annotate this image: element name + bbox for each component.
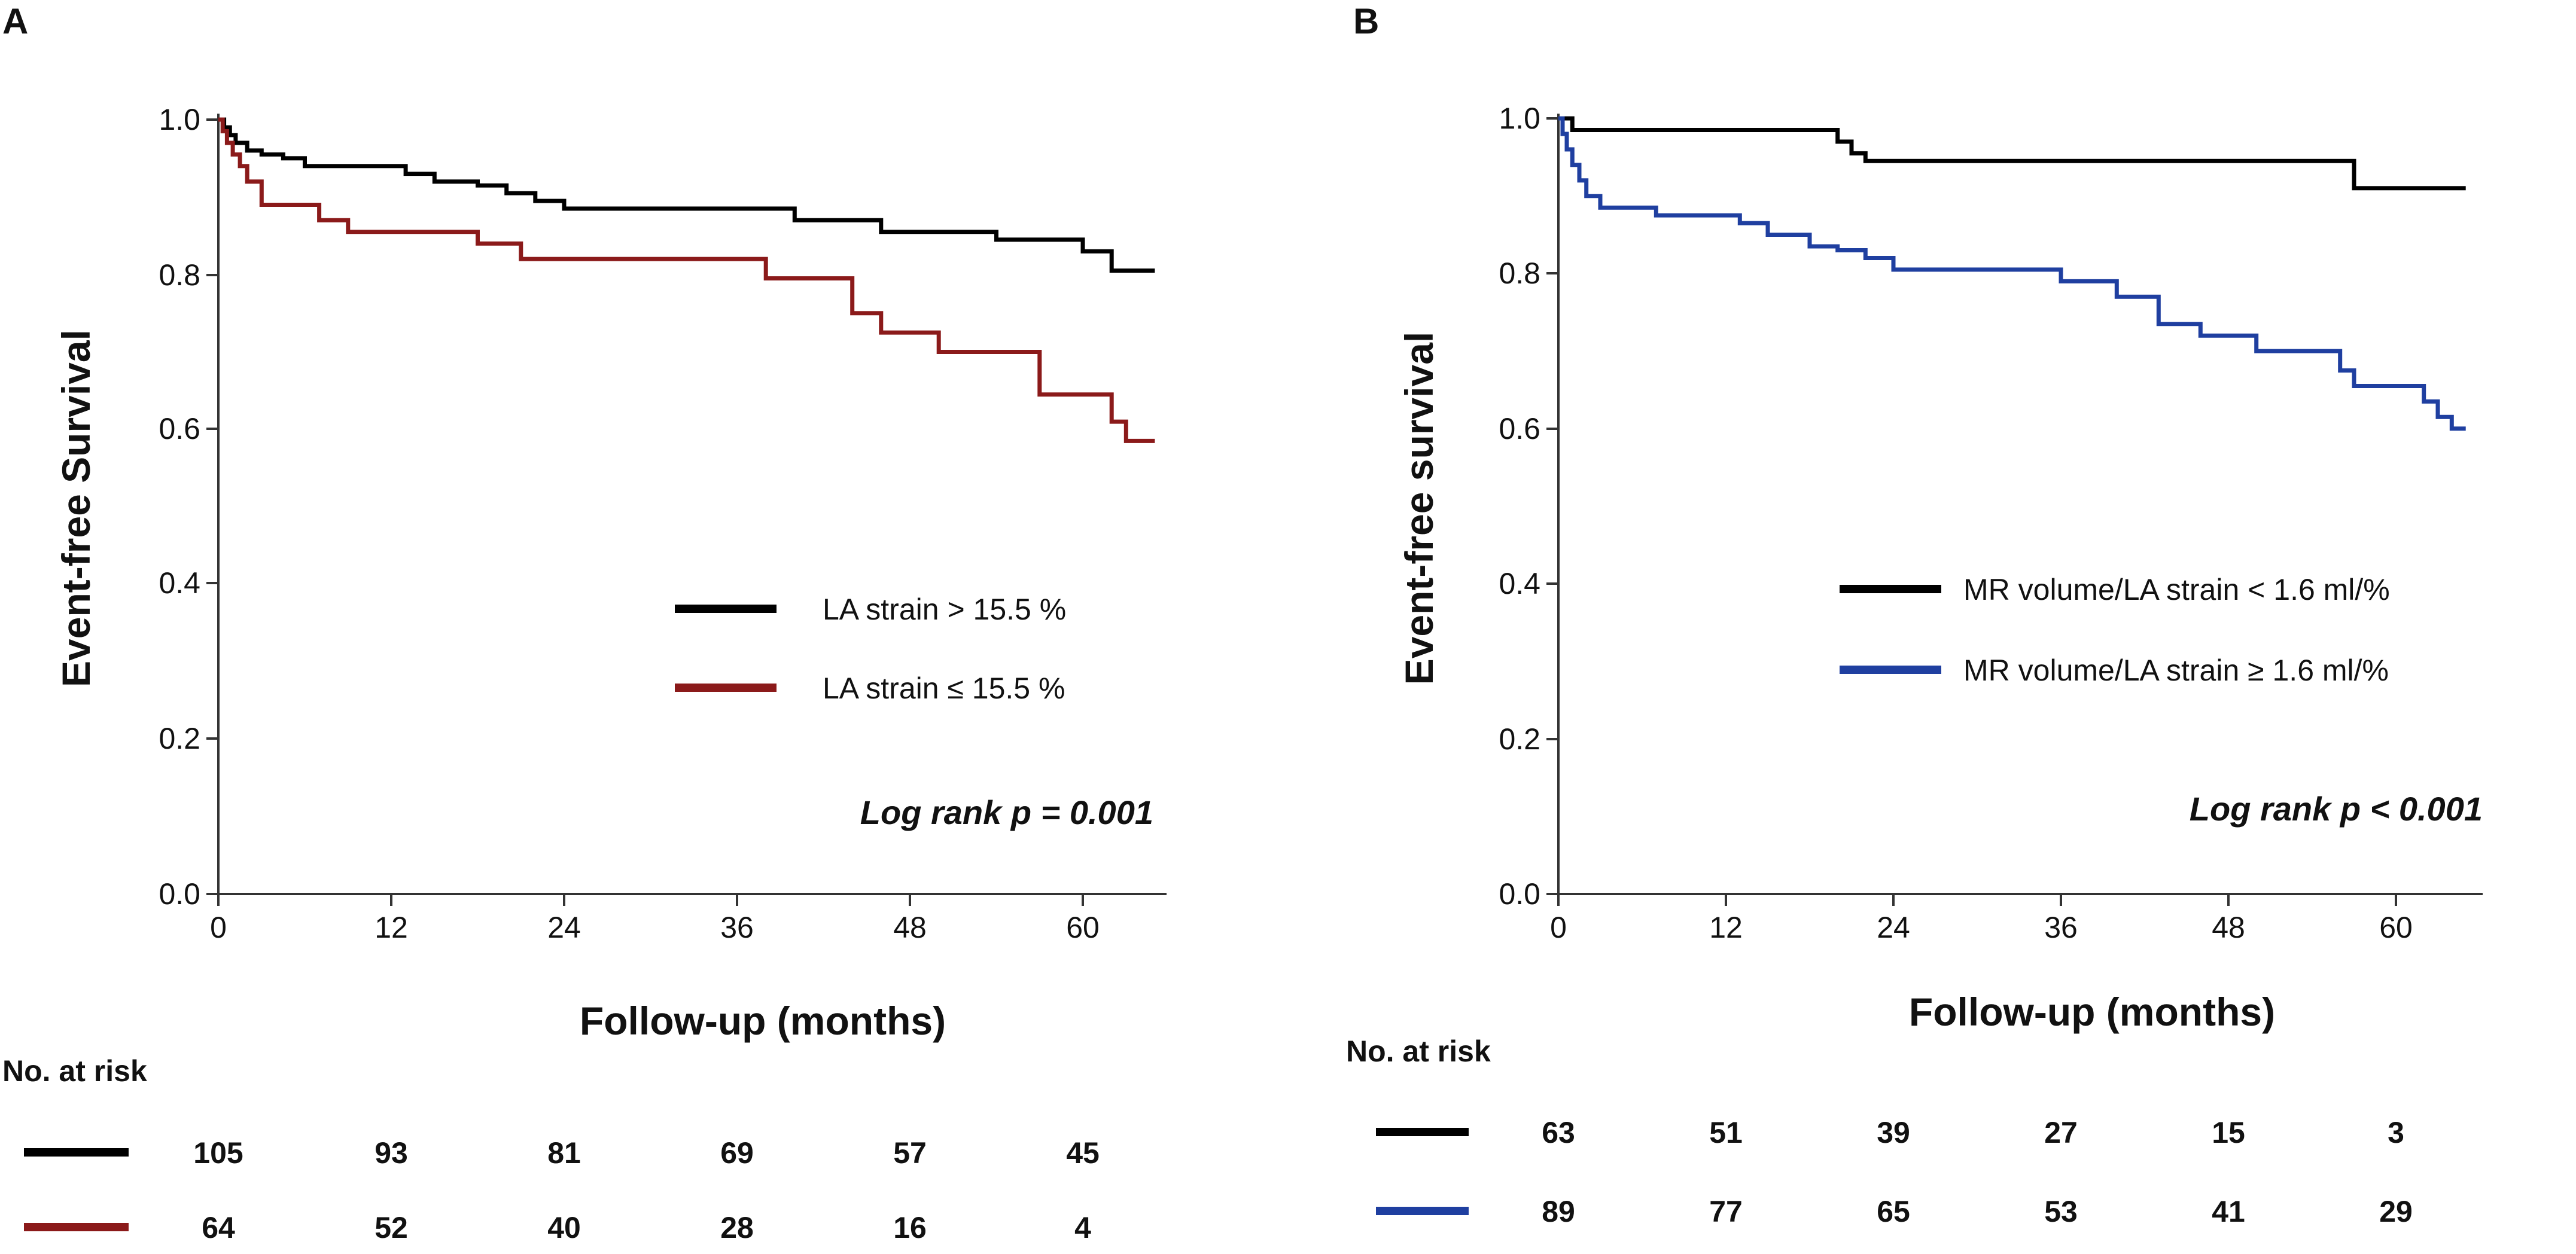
panel-a-x-tick-label: 60 [1066,911,1100,944]
risk-count: 53 [2044,1195,2078,1228]
panel-b-x-axis-title: Follow-up (months) [1909,990,2275,1034]
panel-b-y-tick-label: 0.0 [1499,877,1540,911]
panel-a-y-tick-label: 0.8 [159,258,200,292]
risk-count: 89 [1542,1195,1575,1228]
panel-a-x-tick-label: 24 [547,911,581,944]
panel-b-x-tick-label: 0 [1550,911,1567,944]
panel-a-y-tick-label: 0.0 [159,877,200,911]
panel-a-x-tick-label: 12 [374,911,408,944]
panel-a-x-tick-label: 0 [210,911,227,944]
panel-a-letter: A [2,1,28,41]
risk-count: 45 [1066,1136,1100,1170]
panel-a-y-tick-label: 0.2 [159,722,200,755]
risk-count: 57 [893,1136,927,1170]
panel-a-y-axis-title: Event-free Survival [54,329,98,687]
panel-b-x-tick-label: 48 [2212,911,2245,944]
risk-count: 77 [1709,1195,1743,1228]
risk-count: 93 [374,1136,408,1170]
risk-count: 64 [202,1211,235,1244]
panel-b-legend-label: MR volume/LA strain ≥ 1.6 ml/% [1963,654,2389,687]
panel-b-risk-row-1: 63 51 39 27 15 3 [1542,1116,2404,1149]
panel-b-curve-ratio-low [1558,116,2466,191]
panel-a-legend-label: LA strain ≤ 15.5 % [823,672,1065,705]
panel-b-x-tick-label: 24 [1877,911,1910,944]
panel-b-x-tick-label: 60 [2379,911,2413,944]
risk-count: 65 [1877,1195,1910,1228]
panel-b-y-tick-label: 0.8 [1499,257,1540,290]
panel-b-risk-row-2: 89 77 65 53 41 29 [1542,1195,2413,1228]
risk-count: 41 [2212,1195,2245,1228]
panel-b-letter: B [1353,1,1379,41]
panel-b-y-tick-label: 1.0 [1499,102,1540,135]
panel-a-x-axis-title: Follow-up (months) [580,999,946,1043]
panel-a-x-tick-label: 36 [720,911,754,944]
risk-count: 69 [720,1136,754,1170]
risk-count: 29 [2379,1195,2413,1228]
risk-count: 16 [893,1211,927,1244]
panel-b: B 0.0 0.2 0.4 0.6 0.8 1.0 0 [1346,1,2483,1228]
panel-b-y-tick-label: 0.6 [1499,412,1540,446]
panel-a-risk-row-1: 105 93 81 69 57 45 [193,1136,1100,1170]
panel-a-legend-label: LA strain > 15.5 % [823,593,1066,626]
panel-b-risk-header: No. at risk [1346,1035,1491,1068]
risk-count: 52 [374,1211,408,1244]
panel-b-y-ticks: 0.0 0.2 0.4 0.6 0.8 1.0 [1499,102,1558,911]
panel-a-x-ticks: 0 12 24 36 48 60 [210,894,1100,944]
panel-b-legend-label: MR volume/LA strain < 1.6 ml/% [1963,573,2390,606]
panel-b-x-tick-label: 36 [2044,911,2078,944]
panel-b-x-tick-label: 12 [1709,911,1743,944]
risk-count: 27 [2044,1116,2078,1149]
panel-a-curve-la-strain-low [218,117,1155,443]
panel-a-x-tick-label: 48 [893,911,927,944]
risk-count: 105 [193,1136,243,1170]
panel-b-x-ticks: 0 12 24 36 48 60 [1550,894,2413,944]
panel-a: A 0.0 0.2 0.4 0.6 0.8 1.0 0 [2,1,1167,1244]
risk-count: 15 [2212,1116,2245,1149]
panel-a-y-tick-label: 0.6 [159,412,200,446]
panel-b-y-tick-label: 0.4 [1499,567,1540,600]
panel-a-risk-header: No. at risk [2,1054,147,1088]
panel-b-log-rank: Log rank p < 0.001 [2190,790,2483,828]
panel-a-y-tick-label: 1.0 [159,103,200,136]
risk-count: 4 [1074,1211,1091,1244]
panel-a-risk-row-2: 64 52 40 28 16 4 [202,1211,1091,1244]
panel-a-y-tick-label: 0.4 [159,566,200,600]
panel-b-y-tick-label: 0.2 [1499,722,1540,756]
risk-count: 3 [2388,1116,2404,1149]
risk-count: 40 [547,1211,581,1244]
risk-count: 39 [1877,1116,1910,1149]
risk-count: 28 [720,1211,754,1244]
panel-b-y-axis-title: Event-free survival [1397,332,1441,685]
panel-a-y-ticks: 0.0 0.2 0.4 0.6 0.8 1.0 [159,103,218,911]
risk-count: 63 [1542,1116,1575,1149]
risk-count: 81 [547,1136,581,1170]
panel-b-curve-ratio-high [1558,116,2466,431]
risk-count: 51 [1709,1116,1743,1149]
panel-a-log-rank: Log rank p = 0.001 [860,794,1153,831]
panel-a-curve-la-strain-high [218,117,1155,273]
